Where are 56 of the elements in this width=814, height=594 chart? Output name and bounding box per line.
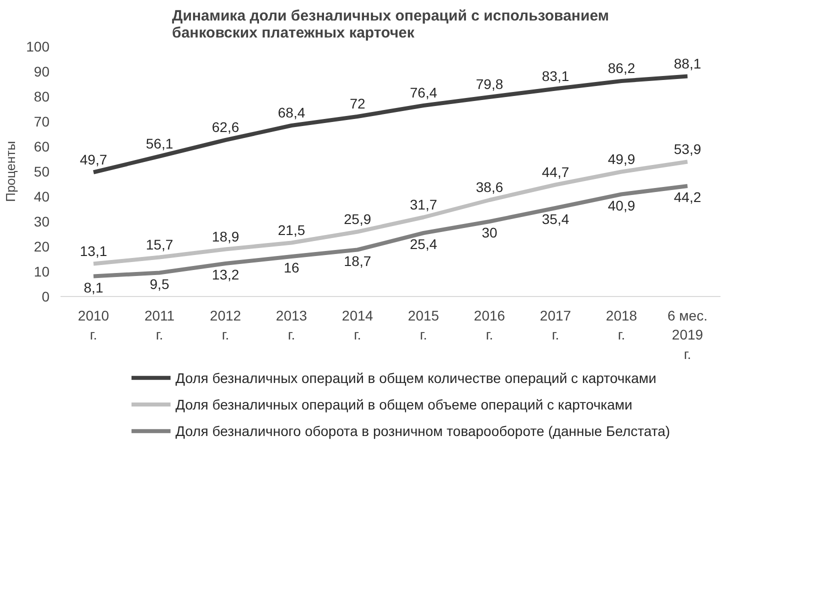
data-label: 21,5 <box>278 222 306 238</box>
y-tick-label: 0 <box>42 288 50 304</box>
x-tick-label: 2017 г. <box>540 308 572 343</box>
data-label: 9,5 <box>150 276 170 292</box>
data-label: 68,4 <box>278 104 306 120</box>
data-label: 31,7 <box>410 196 438 212</box>
data-label: 88,1 <box>674 55 702 72</box>
y-tick-label: 50 <box>34 164 50 180</box>
data-label: 56,1 <box>146 135 174 152</box>
y-tick-label: 30 <box>34 214 50 230</box>
data-label: 53,9 <box>674 140 702 157</box>
data-label: 30 <box>482 224 498 240</box>
data-label: 40,9 <box>608 197 636 214</box>
y-tick-label: 20 <box>34 238 50 254</box>
data-label: 25,9 <box>344 210 372 227</box>
x-tick-label: 6 мес. 2019 г. <box>668 308 708 362</box>
x-tick-label: 2015 г. <box>408 308 440 343</box>
data-label: 72 <box>350 96 366 112</box>
data-label: 13,1 <box>80 242 108 259</box>
data-label: 18,7 <box>344 252 372 269</box>
x-tick-label: 2011 г. <box>144 308 175 343</box>
legend-label: Доля безналичного оборота в розничном товарообороте (данные Белстата) <box>176 423 670 440</box>
x-tick-label: 2016 г. <box>474 308 506 343</box>
y-tick-label: 40 <box>34 188 50 204</box>
data-label: 8,1 <box>84 279 104 296</box>
x-tick-label: 2018 г. <box>606 308 638 343</box>
y-tick-label: 70 <box>34 114 50 130</box>
data-label: 44,2 <box>674 189 702 205</box>
y-tick-label: 10 <box>34 264 50 280</box>
data-label: 18,9 <box>212 228 240 244</box>
x-tick-label: 2010 г. <box>78 308 110 343</box>
y-axis-title: Проценты <box>3 141 18 202</box>
data-label: 76,4 <box>410 84 438 100</box>
y-tick-label: 80 <box>34 88 50 104</box>
data-label: 44,7 <box>542 164 570 180</box>
legend-label: Доля безналичных операций в общем количестве операций с карточками <box>176 370 656 386</box>
data-label: 13,2 <box>212 266 240 282</box>
data-label: 35,4 <box>542 211 570 227</box>
data-label: 16 <box>284 260 300 276</box>
y-tick-label: 90 <box>34 64 50 80</box>
y-tick-label: 60 <box>34 138 50 154</box>
legend-label: Доля безналичных операций в общем объеме операций с карточками <box>176 396 632 412</box>
data-label: 15,7 <box>146 236 174 252</box>
data-label: 49,9 <box>608 150 636 167</box>
x-tick-label: 2013 г. <box>276 308 308 343</box>
data-label: 83,1 <box>542 68 570 84</box>
data-label: 49,7 <box>80 151 108 168</box>
x-tick-label: 2012 г. <box>210 308 242 343</box>
chart-title: Динамика доли безналичных операций с использованием банковских платежных карточек <box>172 8 609 42</box>
data-label: 25,4 <box>410 236 438 252</box>
data-label: 86,2 <box>608 60 636 76</box>
data-label: 62,6 <box>212 119 240 135</box>
x-tick-label: 2014 г. <box>342 308 374 343</box>
data-label: 79,8 <box>476 76 504 92</box>
data-label: 38,6 <box>476 179 504 195</box>
y-tick-label: 100 <box>26 38 50 54</box>
